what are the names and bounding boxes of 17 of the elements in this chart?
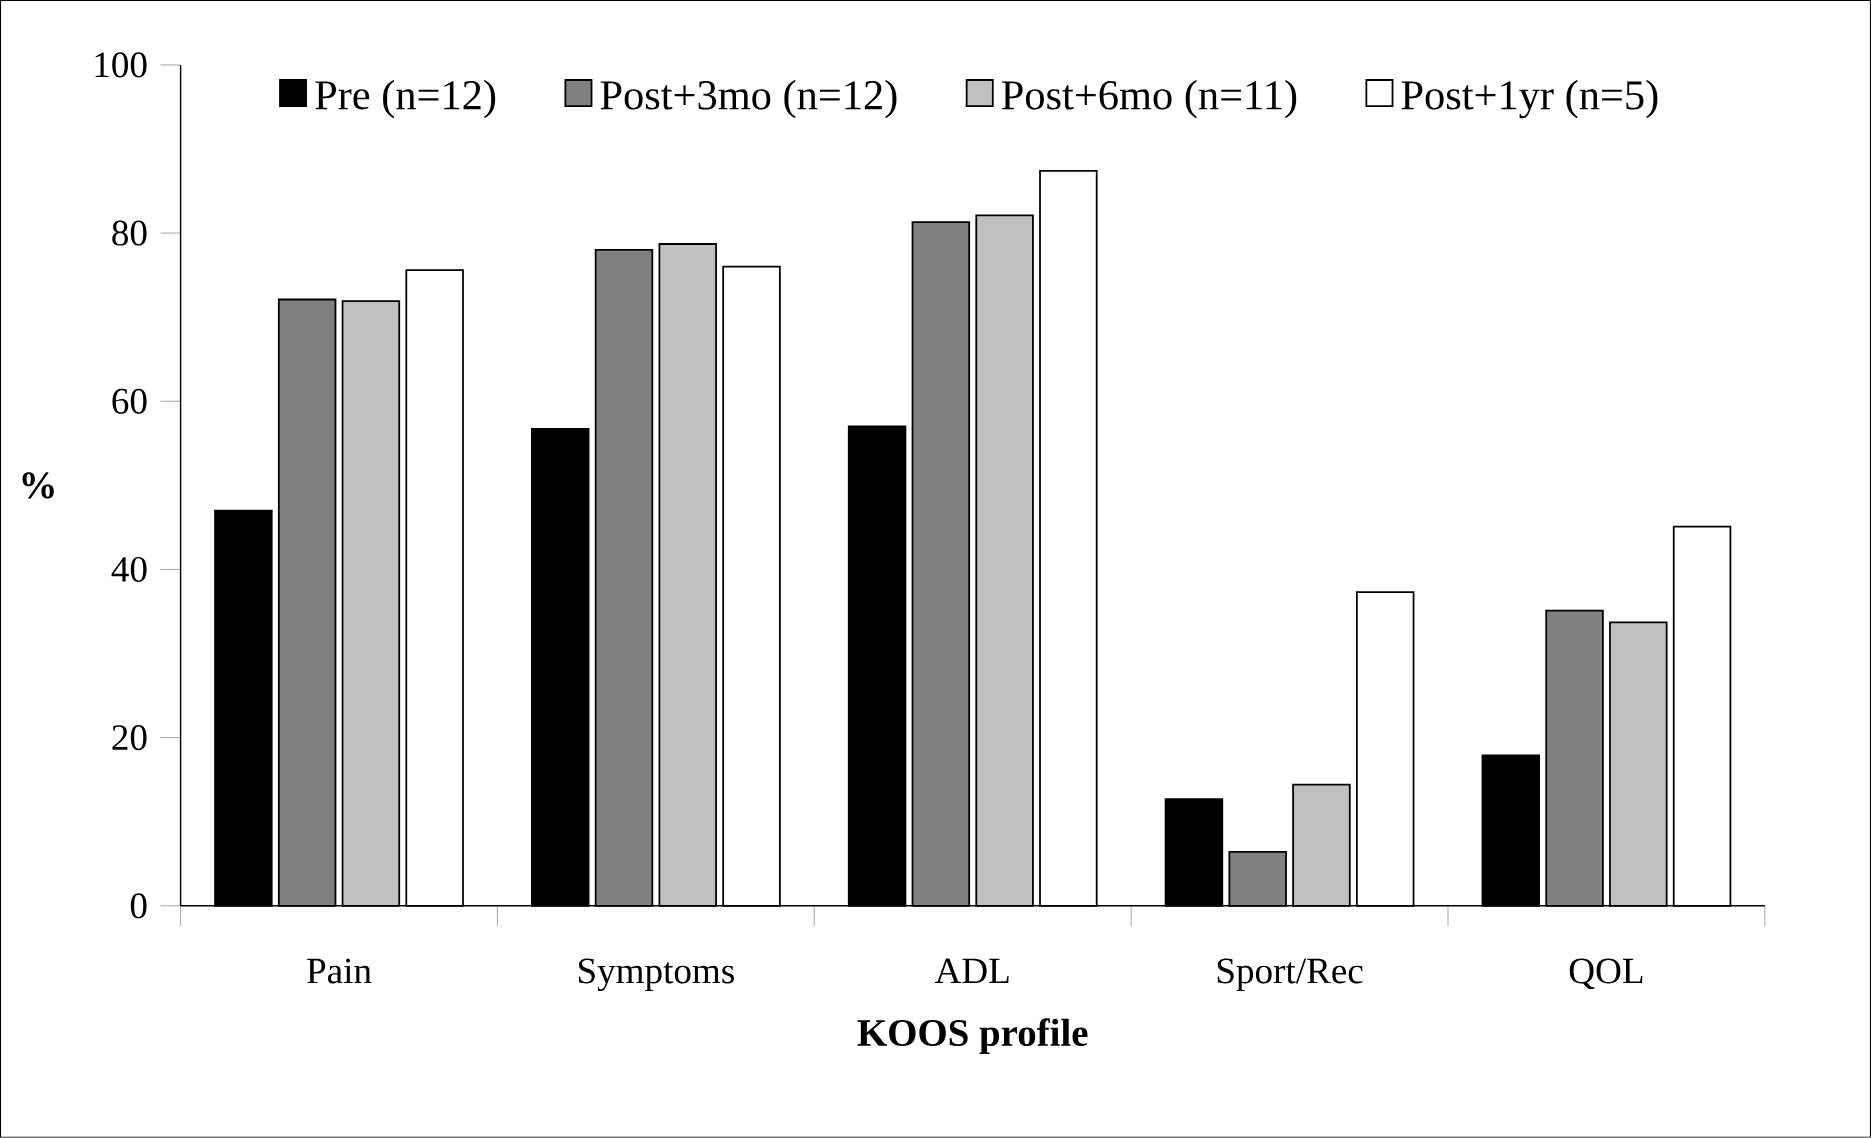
x-tick-label: Sport/Rec: [1217, 958, 1363, 992]
legend-label: Post+3mo (n=12): [600, 79, 897, 119]
y-tick-label: 60: [112, 388, 147, 414]
y-axis-title: %: [22, 472, 54, 499]
x-tick-label: QOL: [1569, 958, 1643, 990]
x-tick-label: Symptoms: [578, 958, 734, 992]
legend-label: Pre (n=12): [315, 79, 496, 119]
legend-label: Post+6mo (n=11): [1001, 79, 1297, 119]
x-axis-title: KOOS profile: [857, 1018, 1088, 1055]
y-tick-label: 0: [130, 893, 147, 919]
y-tick-label: 80: [112, 220, 147, 246]
y-tick-label: 40: [111, 557, 147, 583]
x-tick-label: ADL: [934, 958, 1009, 984]
x-tick-label: Pain: [307, 958, 372, 984]
legend-label: Post+1yr (n=5): [1401, 79, 1658, 119]
y-tick-label: 100: [95, 52, 147, 78]
y-tick-label: 20: [112, 725, 147, 751]
